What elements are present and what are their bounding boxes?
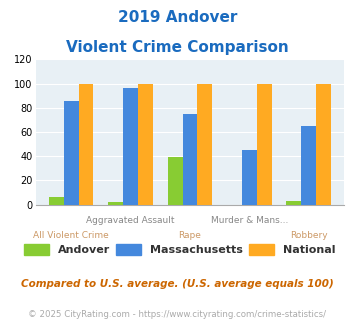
Bar [123, 88, 138, 205]
Text: Aggravated Assault: Aggravated Assault [86, 216, 175, 225]
Text: Rape: Rape [179, 231, 201, 240]
Bar [197, 83, 212, 205]
Bar [49, 197, 64, 205]
Text: Robbery: Robbery [290, 231, 328, 240]
Bar [182, 114, 197, 205]
Text: Compared to U.S. average. (U.S. average equals 100): Compared to U.S. average. (U.S. average … [21, 279, 334, 289]
Bar [286, 201, 301, 205]
Bar [301, 126, 316, 205]
Bar [242, 150, 257, 205]
Text: 2019 Andover: 2019 Andover [118, 10, 237, 25]
Text: All Violent Crime: All Violent Crime [33, 231, 109, 240]
Text: © 2025 CityRating.com - https://www.cityrating.com/crime-statistics/: © 2025 CityRating.com - https://www.city… [28, 310, 327, 319]
Text: Violent Crime Comparison: Violent Crime Comparison [66, 40, 289, 54]
Bar [316, 83, 331, 205]
Bar [257, 83, 272, 205]
Bar [108, 202, 123, 205]
Bar [78, 83, 93, 205]
Bar [64, 101, 78, 205]
Text: Murder & Mans...: Murder & Mans... [211, 216, 288, 225]
Bar [138, 83, 153, 205]
Legend: Andover, Massachusetts, National: Andover, Massachusetts, National [20, 240, 340, 260]
Bar [168, 157, 182, 205]
